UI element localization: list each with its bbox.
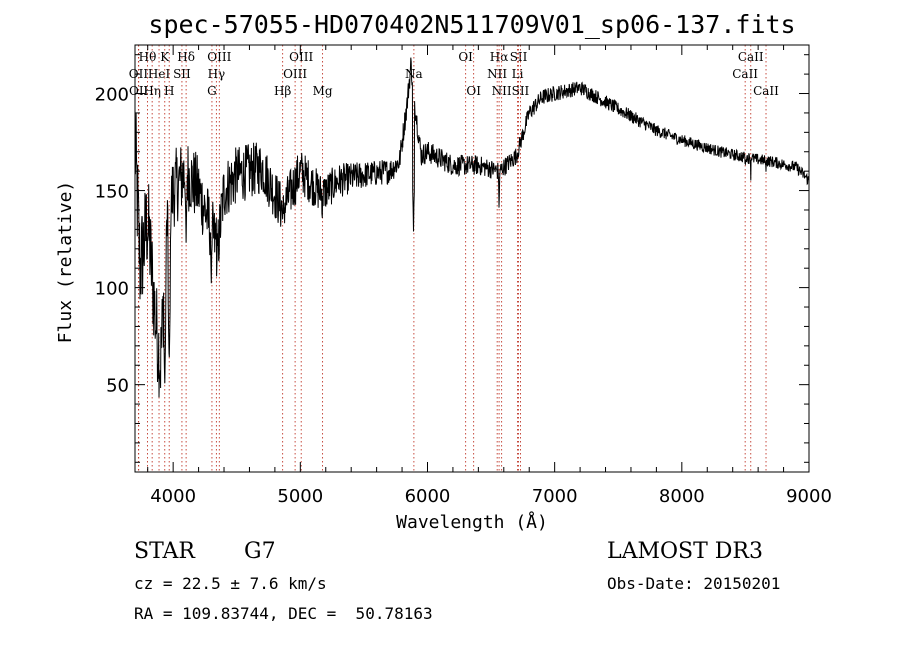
spectral-line-label: Hα xyxy=(490,50,509,64)
axis-ticks-layer: 4000 5000 6000 7000 8000 9000 50 100 150 200 xyxy=(95,45,832,507)
spectral-line-label: SII xyxy=(510,50,528,64)
survey-release: LAMOST DR3 xyxy=(607,539,763,564)
spectral-line-label: OI xyxy=(458,50,473,64)
y-tick-label: 150 xyxy=(95,182,129,203)
chart-title: spec-57055-HD070402N511709V01_sp06-137.f… xyxy=(148,10,795,39)
spectral-line-label: Li xyxy=(512,67,524,81)
redshift-velocity: cz = 22.5 ± 7.6 km/s xyxy=(134,574,327,593)
spectral-line-label: Hβ xyxy=(274,84,291,98)
y-axis-label: Flux (relative) xyxy=(55,181,76,344)
y-tick-label: 200 xyxy=(95,85,129,106)
spectral-line-label: Na xyxy=(405,67,423,81)
spectral-line-label: Hη xyxy=(143,84,161,98)
object-subclass: G7 xyxy=(244,539,276,564)
spectrum-series xyxy=(134,57,810,398)
x-axis-label: Wavelength (Å) xyxy=(396,511,548,533)
spectral-line-label: OIII xyxy=(207,50,231,64)
spectral-line-label: G xyxy=(207,84,217,98)
spectral-line-label: SII xyxy=(173,67,191,81)
x-tick-label: 8000 xyxy=(659,486,705,507)
spectral-line-label: OI xyxy=(466,84,481,98)
spectral-line-label: CaII xyxy=(738,50,764,64)
x-tick-label: 4000 xyxy=(150,486,196,507)
spectral-line-label: Hγ xyxy=(208,67,226,81)
x-tick-label: 6000 xyxy=(405,486,451,507)
spectral-line-label: Hδ xyxy=(177,50,195,64)
plot-frame xyxy=(134,44,810,473)
spectral-line-label: NII xyxy=(492,84,512,98)
spectral-line-label: HeI xyxy=(148,67,171,81)
y-tick-label: 50 xyxy=(106,376,129,397)
spectral-line-label: SII xyxy=(512,84,530,98)
y-tick-label: 100 xyxy=(95,279,129,300)
object-class: STAR xyxy=(134,539,195,564)
x-tick-label: 5000 xyxy=(277,486,323,507)
spectral-line-label: Hθ xyxy=(139,50,157,64)
spectral-line-label: H xyxy=(164,84,174,98)
spectral-line-label: OIII xyxy=(283,67,307,81)
spectral-line-label: OII xyxy=(129,84,149,98)
spectral-line-label: Mg xyxy=(313,84,333,98)
spectral-line-label: NII xyxy=(487,67,507,81)
spectral-line-label: K xyxy=(160,50,170,64)
spectral-line-label: CaII xyxy=(732,67,758,81)
spectral-line-label: CaII xyxy=(753,84,779,98)
x-tick-label: 7000 xyxy=(532,486,578,507)
x-tick-label: 9000 xyxy=(786,486,832,507)
coordinates: RA = 109.83744, DEC = 50.78163 xyxy=(134,604,433,623)
spectral-line-label: OIII xyxy=(289,50,313,64)
observation-date: Obs-Date: 20150201 xyxy=(607,574,781,593)
